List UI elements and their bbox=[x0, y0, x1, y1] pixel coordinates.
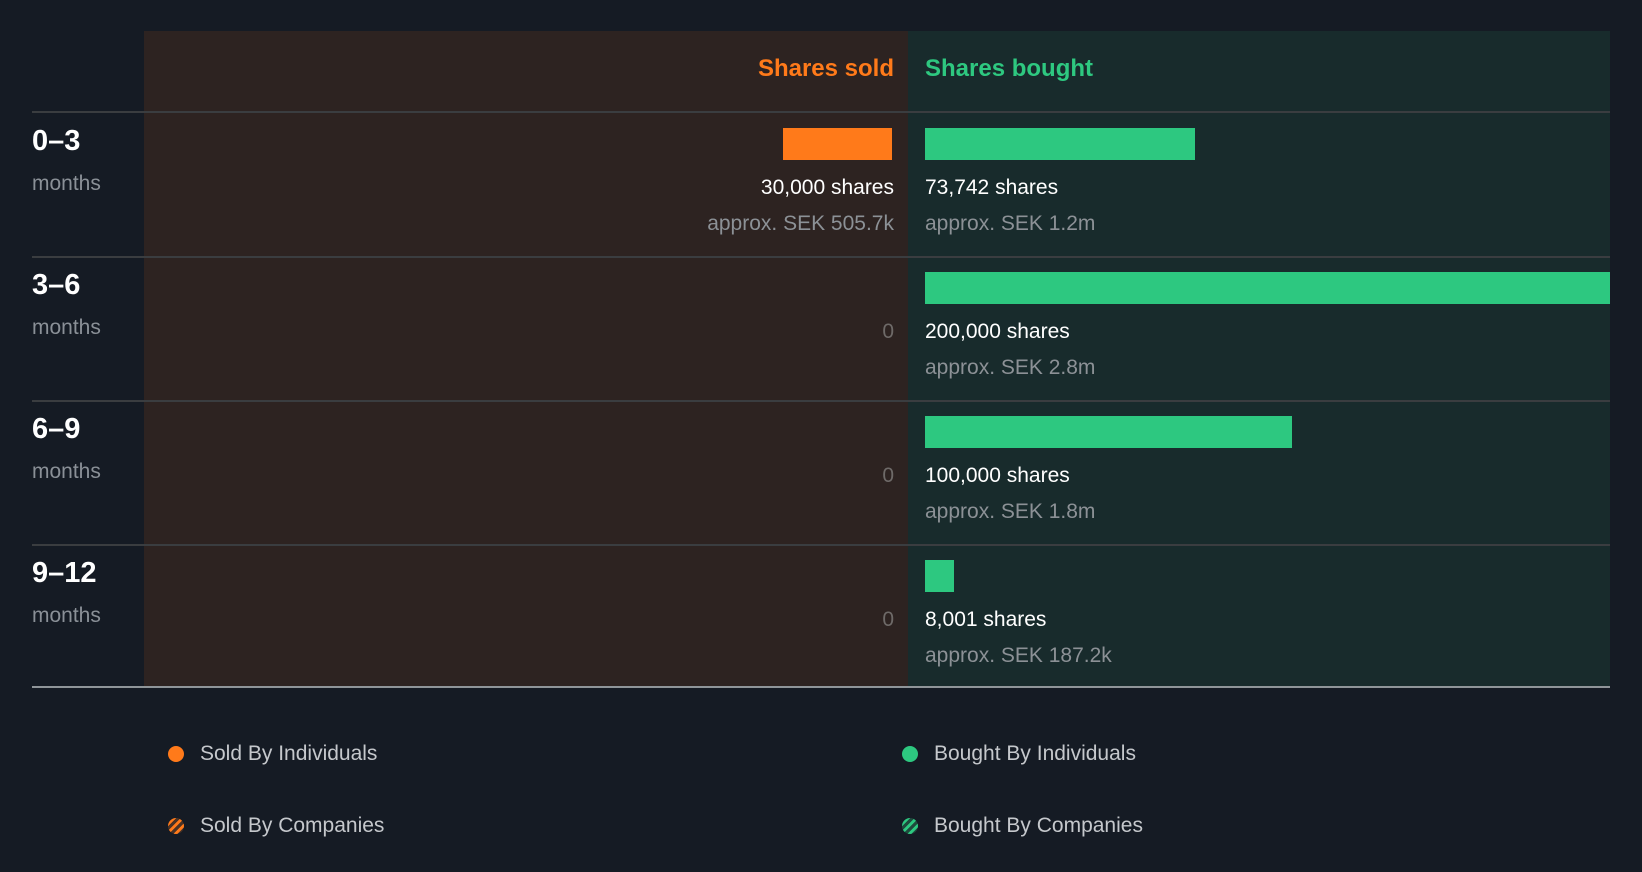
bought-shares: 8,001 shares bbox=[925, 608, 1047, 631]
legend-bought-individuals[interactable]: Bought By Individuals bbox=[902, 741, 1136, 767]
bought-shares: 73,742 shares bbox=[925, 176, 1059, 199]
bought-companies-striped-dot-icon bbox=[902, 818, 918, 834]
bought-bar[interactable] bbox=[925, 128, 1195, 160]
sold-zero: 0 bbox=[882, 608, 894, 631]
legend-label: Sold By Individuals bbox=[200, 742, 378, 765]
shares-sold-header: Shares sold bbox=[757, 55, 894, 82]
sold-individuals-dot-icon bbox=[168, 746, 184, 762]
bought-value: approx. SEK 187.2k bbox=[925, 644, 1112, 667]
legend-label: Bought By Companies bbox=[934, 814, 1143, 837]
bought-shares: 200,000 shares bbox=[925, 320, 1070, 343]
range-unit: months bbox=[32, 172, 101, 195]
bought-shares: 100,000 shares bbox=[925, 464, 1070, 487]
bought-bar[interactable] bbox=[925, 560, 954, 592]
legend-label: Sold By Companies bbox=[200, 814, 385, 837]
legend-sold-individuals[interactable]: Sold By Individuals bbox=[168, 741, 377, 767]
bought-bar[interactable] bbox=[925, 416, 1292, 448]
range-unit: months bbox=[32, 460, 101, 483]
sold-shares: 30,000 shares bbox=[760, 176, 894, 199]
range-label: 3–6 bbox=[32, 269, 81, 301]
sold-panel bbox=[144, 31, 908, 687]
range-unit: months bbox=[32, 316, 101, 339]
row-divider bbox=[32, 544, 1610, 546]
sold-companies-striped-dot-icon bbox=[168, 818, 184, 834]
sold-bar[interactable] bbox=[783, 128, 892, 160]
legend-bought-companies[interactable]: Bought By Companies bbox=[902, 813, 1143, 839]
axis-line bbox=[32, 686, 1610, 688]
row-divider bbox=[32, 256, 1610, 258]
bought-value: approx. SEK 2.8m bbox=[925, 356, 1096, 379]
row-divider bbox=[32, 400, 1610, 402]
range-label: 9–12 bbox=[32, 557, 97, 589]
range-label: 0–3 bbox=[32, 125, 81, 157]
range-label: 6–9 bbox=[32, 413, 81, 445]
shares-bought-header: Shares bought bbox=[925, 55, 1094, 82]
legend-sold-companies[interactable]: Sold By Companies bbox=[168, 813, 384, 839]
bought-individuals-dot-icon bbox=[902, 746, 918, 762]
legend-label: Bought By Individuals bbox=[934, 742, 1136, 765]
sold-value: approx. SEK 505.7k bbox=[707, 212, 894, 235]
sold-zero: 0 bbox=[882, 464, 894, 487]
range-unit: months bbox=[32, 604, 101, 627]
bought-bar[interactable] bbox=[925, 272, 1610, 304]
bought-value: approx. SEK 1.2m bbox=[925, 212, 1096, 235]
sold-zero: 0 bbox=[882, 320, 894, 343]
header-divider bbox=[32, 111, 1610, 113]
bought-value: approx. SEK 1.8m bbox=[925, 500, 1096, 523]
